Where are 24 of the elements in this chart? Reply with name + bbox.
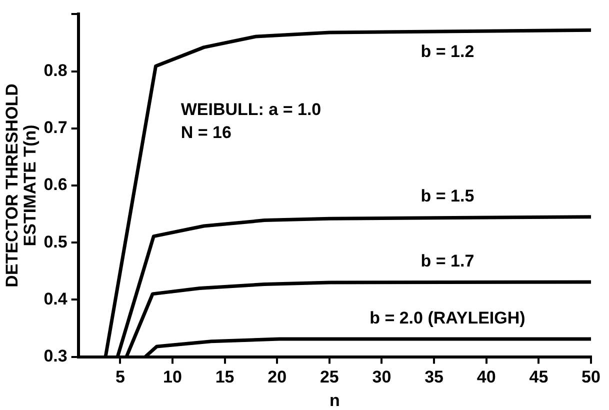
- y-tick-label: 0.7: [44, 118, 68, 138]
- x-tick-label: 35: [424, 368, 444, 387]
- x-tick-label: 40: [476, 368, 496, 387]
- y-tick-label: 0.5: [44, 232, 68, 252]
- annotation: N = 16: [180, 122, 232, 142]
- x-tick-label: 45: [529, 368, 548, 387]
- x-tick-label: 10: [163, 368, 182, 387]
- x-tick-label: 30: [372, 368, 392, 387]
- y-tick-label: 0.6: [44, 175, 68, 194]
- x-axis-title: n: [329, 390, 340, 410]
- x-tick-label: 50: [582, 368, 600, 387]
- annotation: WEIBULL: a = 1.0: [180, 100, 322, 119]
- x-tick-label: 5: [115, 368, 125, 387]
- series-label: b = 2.0 (RAYLEIGH): [370, 308, 526, 328]
- series-label: b = 1.2: [420, 42, 474, 61]
- y-axis-title: DETECTOR THRESHOLD ESTIMATE T(n): [2, 84, 40, 288]
- series-label: b = 1.7: [420, 252, 474, 271]
- y-tick-label: 0.3: [44, 346, 68, 366]
- x-tick-label: 15: [215, 368, 234, 387]
- x-tick-label: 20: [268, 368, 287, 387]
- y-tick-label: 0.8: [44, 60, 68, 80]
- series-label: b = 1.5: [420, 186, 474, 206]
- y-tick-label: 0.4: [44, 289, 68, 308]
- x-tick-label: 25: [320, 368, 339, 387]
